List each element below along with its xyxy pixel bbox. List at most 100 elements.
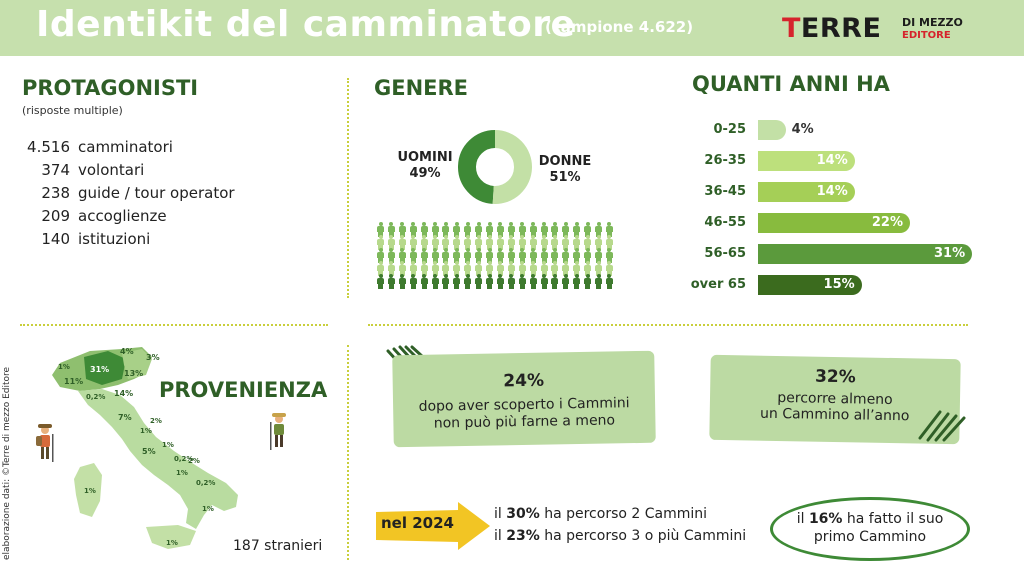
map-label-trentino: 4%	[120, 347, 134, 356]
first-line1-pre: il	[796, 511, 809, 527]
person-icon	[452, 274, 461, 289]
person-icon	[507, 274, 516, 289]
age-bar-value-label: 4%	[791, 122, 814, 137]
person-icon	[496, 222, 505, 237]
donut-slice-women	[492, 130, 532, 204]
map-label-lombardia: 31%	[90, 365, 110, 374]
person-icon	[474, 222, 483, 237]
person-icon	[420, 248, 429, 263]
lombardia-shape	[84, 351, 126, 385]
person-icon	[452, 248, 461, 263]
protagonisti-label: guide / tour operator	[78, 184, 235, 202]
publisher-logo: TERRE DI MEZZO EDITORE	[782, 14, 972, 50]
person-icon	[420, 222, 429, 237]
protagonisti-row: 238 guide / tour operator	[22, 184, 322, 207]
person-icon	[431, 274, 440, 289]
person-icon	[387, 248, 396, 263]
person-icon	[376, 248, 385, 263]
person-icon	[540, 222, 549, 237]
genere-heading: GENERE	[374, 76, 469, 100]
protagonisti-heading: PROTAGONISTI	[22, 76, 199, 100]
person-icon	[409, 222, 418, 237]
person-icon	[594, 248, 603, 263]
foreigners-count: 187 stranieri	[233, 538, 323, 554]
person-icon	[550, 261, 559, 276]
person-icon	[561, 274, 570, 289]
person-icon	[463, 235, 472, 250]
person-icon	[387, 222, 396, 237]
italy-peninsula-shape	[78, 389, 238, 529]
person-icon	[474, 261, 483, 276]
person-icon	[398, 222, 407, 237]
age-bar-value-label: 14%	[816, 184, 848, 199]
map-label-friuli: 3%	[146, 353, 160, 362]
person-icon	[431, 261, 440, 276]
map-label-marche: 2%	[150, 417, 162, 425]
box2-percent: 32%	[814, 366, 856, 388]
person-icon	[572, 248, 581, 263]
person-icon	[420, 261, 429, 276]
person-icon	[507, 261, 516, 276]
protagonisti-value: 209	[41, 207, 70, 225]
age-bar	[758, 213, 910, 233]
hiker-left-icon	[36, 424, 54, 462]
person-icon	[376, 222, 385, 237]
protagonisti-note: (risposte multiple)	[22, 104, 123, 117]
hiker-right-icon	[270, 413, 286, 450]
year-line2-value: 23%	[506, 528, 540, 544]
separator-vertical-2	[347, 345, 349, 560]
map-label-umbria: 1%	[140, 427, 152, 435]
person-icon	[409, 248, 418, 263]
person-icon	[441, 248, 450, 263]
person-icon	[485, 274, 494, 289]
map-label-sicilia: 1%	[166, 539, 178, 547]
person-icon	[485, 261, 494, 276]
person-icon	[496, 235, 505, 250]
age-bar-value-label: 14%	[816, 153, 848, 168]
age-bar-chart: 0-25 4% 26-35 14% 36-45 14% 46-55 22% 56-65 31% ov…	[680, 116, 980, 302]
map-label-molise: 0,2%	[174, 455, 194, 463]
person-icon	[540, 235, 549, 250]
protagonisti-value: 140	[41, 230, 70, 248]
scribble-bottom-right-icon	[918, 410, 966, 442]
person-icon	[431, 235, 440, 250]
age-bar-value-label: 15%	[823, 277, 855, 292]
person-icon	[550, 248, 559, 263]
person-icon	[594, 235, 603, 250]
person-icon	[550, 222, 559, 237]
protagonisti-label: istituzioni	[78, 230, 151, 248]
protagonisti-list: 4.516 camminatori 374 volontari 238 guide / t…	[22, 138, 322, 253]
person-icon	[540, 261, 549, 276]
person-icon	[376, 261, 385, 276]
age-category-label: 26-35	[704, 153, 746, 168]
map-label-sardegna: 1%	[84, 487, 96, 495]
age-heading: QUANTI ANNI HA	[692, 72, 890, 96]
year-arrow	[376, 502, 490, 550]
protagonisti-row: 209 accoglienze	[22, 207, 322, 230]
person-icon	[496, 261, 505, 276]
person-icon	[540, 248, 549, 263]
person-icon	[409, 235, 418, 250]
year-line1-value: 30%	[506, 506, 540, 522]
italy-map-svg	[52, 347, 238, 549]
italy-map: 31% 4% 3% 13% 11% 1% 0,2% 14% 7% 2% 1% 1…	[30, 345, 250, 555]
header-bar: Identikit del camminatore (campione 4.62…	[0, 0, 1024, 56]
protagonisti-value: 374	[41, 161, 70, 179]
person-icon	[463, 274, 472, 289]
map-label-calabria: 1%	[202, 505, 214, 513]
map-label-basilicata: 0,2%	[196, 479, 216, 487]
person-icon	[376, 235, 385, 250]
person-icon	[583, 235, 592, 250]
age-category-label: over 65	[690, 277, 746, 292]
protagonisti-row: 4.516 camminatori	[22, 138, 322, 161]
logo-sub: DI MEZZO	[902, 16, 963, 29]
person-icon	[387, 274, 396, 289]
person-icon	[409, 261, 418, 276]
veneto-shape	[122, 349, 152, 379]
person-icon	[496, 248, 505, 263]
age-bar	[758, 120, 786, 140]
first-cammino-oval	[770, 497, 970, 561]
year-stat-line-2: il 23% ha percorso 3 o più Cammini	[494, 528, 746, 544]
person-icon	[376, 274, 385, 289]
age-category-label: 0-25	[713, 122, 746, 137]
